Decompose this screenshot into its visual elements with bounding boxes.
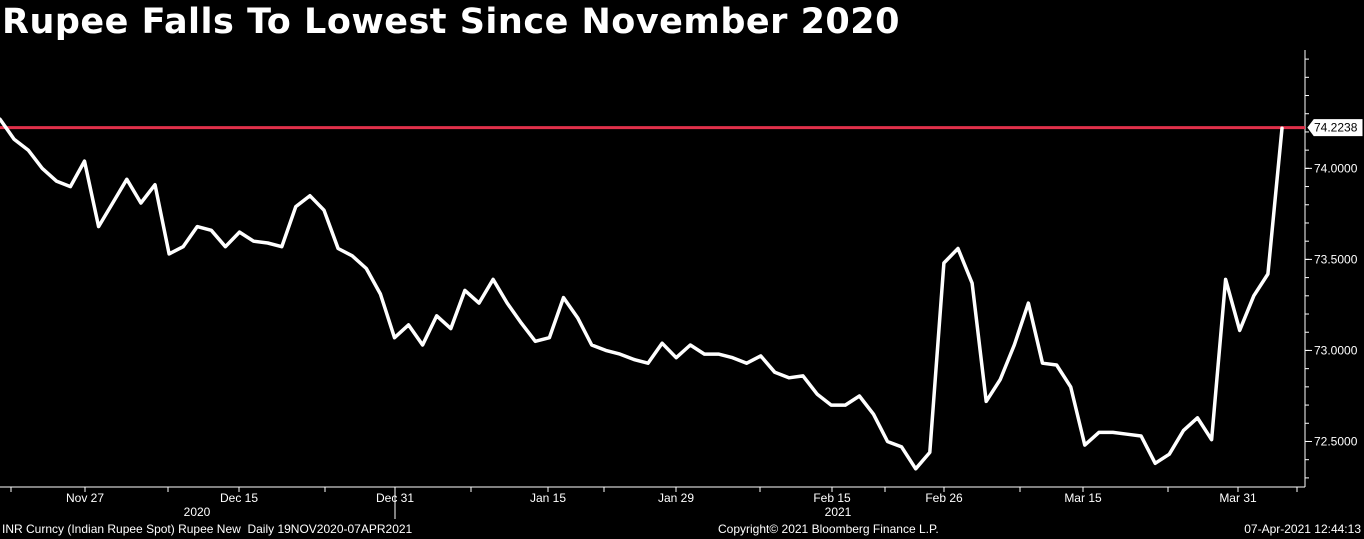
x-tick-label: Mar 15: [1064, 491, 1102, 505]
x-axis: Nov 27 Dec 15 Dec 31 Jan 15 Jan 29 Feb 15 Feb …: [0, 486, 1305, 519]
x-tick-label: Nov 27: [66, 491, 104, 505]
x-tick-label: Jan 29: [658, 491, 694, 505]
footer-timestamp: 07-Apr-2021 12:44:13: [1244, 522, 1361, 536]
y-tick-label: 74.0000: [1314, 161, 1358, 175]
y-tick-label: 73.5000: [1314, 252, 1358, 266]
year-label: 2020: [184, 505, 211, 519]
last-value-layer: 74.2238: [1307, 119, 1363, 137]
y-tick-label: 73.0000: [1314, 343, 1358, 357]
last-value-box: [1307, 119, 1363, 137]
y-tick-label: 72.5000: [1314, 434, 1358, 448]
chart-title: Rupee Falls To Lowest Since November 202…: [2, 2, 900, 42]
x-tick-label: Feb 15: [813, 491, 851, 505]
x-tick-label: Dec 31: [376, 491, 414, 505]
series-layer: [0, 117, 1284, 471]
footer-source: INR Curncy (Indian Rupee Spot) Rupee New…: [2, 522, 413, 536]
x-tick-label: Mar 31: [1219, 491, 1257, 505]
x-tick-label: Feb 26: [925, 491, 963, 505]
x-tick-label: Jan 15: [530, 491, 566, 505]
x-tick-label: Dec 15: [220, 491, 258, 505]
footer-copyright: Copyright© 2021 Bloomberg Finance L.P.: [718, 522, 939, 536]
series-line: [0, 117, 1284, 471]
y-axis: 72.5000 73.0000 73.5000 74.0000: [1304, 50, 1358, 487]
year-label: 2021: [825, 505, 852, 519]
last-value-label: 74.2238: [1314, 121, 1358, 135]
